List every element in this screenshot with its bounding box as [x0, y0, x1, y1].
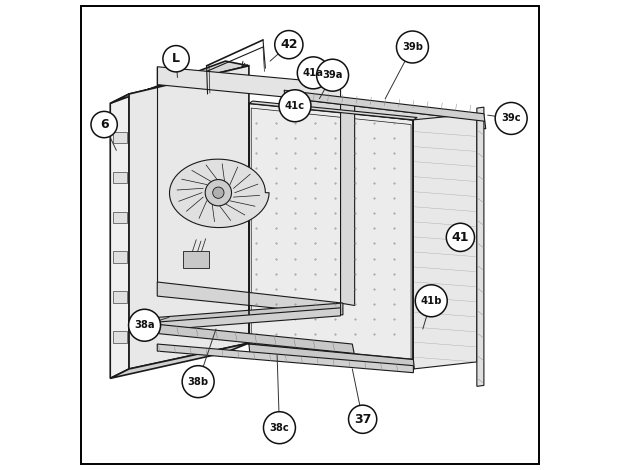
- Text: 39c: 39c: [502, 113, 521, 124]
- Polygon shape: [110, 61, 249, 103]
- Polygon shape: [113, 331, 126, 343]
- Circle shape: [317, 59, 348, 91]
- Circle shape: [275, 31, 303, 59]
- Polygon shape: [129, 303, 340, 329]
- Circle shape: [415, 285, 447, 317]
- Text: 39a: 39a: [322, 70, 343, 80]
- Polygon shape: [340, 102, 355, 306]
- Polygon shape: [129, 66, 249, 369]
- Polygon shape: [157, 67, 340, 102]
- Circle shape: [396, 31, 428, 63]
- Circle shape: [298, 57, 329, 89]
- Polygon shape: [157, 282, 343, 315]
- Polygon shape: [113, 132, 126, 143]
- Polygon shape: [113, 291, 126, 303]
- Polygon shape: [414, 114, 477, 369]
- Circle shape: [128, 309, 161, 341]
- Text: 38b: 38b: [188, 376, 209, 387]
- Polygon shape: [129, 308, 340, 332]
- Circle shape: [213, 187, 224, 198]
- Polygon shape: [113, 172, 126, 183]
- Polygon shape: [249, 101, 417, 120]
- Polygon shape: [477, 107, 484, 386]
- Polygon shape: [284, 90, 485, 121]
- Polygon shape: [169, 159, 269, 227]
- Text: 6: 6: [100, 118, 108, 131]
- Circle shape: [182, 366, 214, 398]
- Polygon shape: [183, 251, 209, 268]
- Text: 41c: 41c: [285, 101, 305, 111]
- Circle shape: [446, 223, 474, 251]
- Polygon shape: [110, 343, 249, 378]
- Text: 42: 42: [280, 38, 298, 51]
- Text: ReplacementParts.com: ReplacementParts.com: [242, 235, 378, 249]
- Circle shape: [348, 405, 377, 433]
- Text: 39b: 39b: [402, 42, 423, 52]
- Text: 38a: 38a: [135, 320, 155, 330]
- Text: 41a: 41a: [303, 68, 324, 78]
- Circle shape: [91, 111, 117, 138]
- Text: L: L: [172, 52, 180, 65]
- Polygon shape: [249, 103, 414, 360]
- Polygon shape: [249, 344, 414, 369]
- Polygon shape: [157, 324, 354, 353]
- Circle shape: [279, 90, 311, 122]
- Text: 41b: 41b: [420, 296, 442, 306]
- Text: 41: 41: [451, 231, 469, 244]
- Polygon shape: [113, 251, 126, 263]
- Polygon shape: [110, 94, 129, 378]
- Polygon shape: [113, 212, 126, 223]
- Text: 38c: 38c: [270, 423, 290, 433]
- Circle shape: [264, 412, 296, 444]
- Polygon shape: [157, 344, 414, 373]
- Circle shape: [495, 102, 527, 134]
- Text: 37: 37: [354, 413, 371, 426]
- Polygon shape: [284, 98, 486, 129]
- Circle shape: [163, 46, 189, 72]
- Circle shape: [205, 180, 231, 206]
